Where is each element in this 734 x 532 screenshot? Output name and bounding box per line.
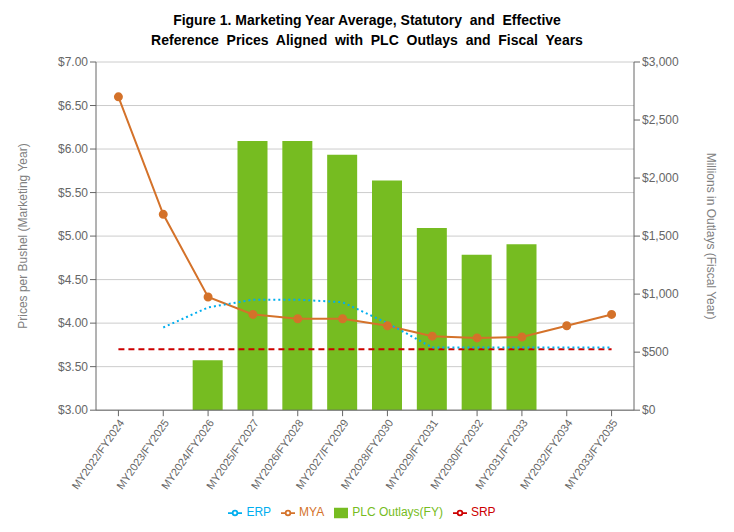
svg-text:$5.50: $5.50 (58, 186, 88, 200)
svg-text:MY2022/FY2024: MY2022/FY2024 (69, 416, 127, 492)
svg-text:$3.00: $3.00 (58, 403, 88, 417)
html-text:PLC Outlays(FY): PLC Outlays(FY) (352, 505, 443, 520)
svg-text:$5.00: $5.00 (58, 229, 88, 243)
svg-text:MY2030/FY2032: MY2030/FY2032 (427, 416, 486, 492)
svg-text:$2,500: $2,500 (642, 113, 679, 127)
svg-text:$3.50: $3.50 (58, 360, 88, 374)
svg-text:MY2025/FY2027: MY2025/FY2027 (203, 416, 261, 492)
svg-text:$4.00: $4.00 (58, 316, 88, 330)
svg-text:MY2033/FY2035: MY2033/FY2035 (562, 417, 619, 492)
svg-text:MY2029/FY2031: MY2029/FY2031 (383, 416, 441, 492)
svg-text:$2,000: $2,000 (642, 171, 679, 185)
svg-text:Prices per Bushel (Marketing Y: Prices per Bushel (Marketing Year) (16, 143, 30, 328)
svg-text:MY2024/FY2026: MY2024/FY2026 (158, 416, 217, 492)
svg-text:MY2032/FY2034: MY2032/FY2034 (517, 416, 575, 492)
html-text:Reference Prices Aligned with: Reference Prices Aligned with PLC Outlay… (151, 32, 583, 48)
svg-text:$6.00: $6.00 (58, 142, 88, 156)
html-text:MYA: MYA (299, 505, 325, 520)
svg-text:$3,000: $3,000 (642, 55, 679, 69)
svg-text:$7.00: $7.00 (58, 55, 88, 69)
svg-text:MY2026/FY2028: MY2026/FY2028 (248, 416, 306, 492)
svg-text:MY2023/FY2025: MY2023/FY2025 (114, 416, 172, 492)
svg-text:$4.50: $4.50 (58, 273, 88, 287)
svg-text:$1,000: $1,000 (642, 287, 679, 301)
svg-text:MY2031/FY2033: MY2031/FY2033 (472, 416, 530, 492)
svg-text:$1,500: $1,500 (642, 229, 679, 243)
html-text:ERP: ERP (246, 505, 272, 520)
svg-text:Millions in Outlays (Fiscal Ye: Millions in Outlays (Fiscal Year) (704, 153, 718, 320)
html-text:SRP: SRP (470, 505, 496, 520)
svg-text:$500: $500 (642, 345, 669, 359)
svg-text:MY2028/FY2030: MY2028/FY2030 (338, 416, 396, 492)
svg-text:$6.50: $6.50 (58, 99, 88, 113)
svg-text:MY2027/FY2029: MY2027/FY2029 (293, 416, 351, 492)
svg-text:$0: $0 (642, 403, 656, 417)
html-text:Figure 1. Marketing Year Avera: Figure 1. Marketing Year Average, Statut… (173, 12, 561, 28)
